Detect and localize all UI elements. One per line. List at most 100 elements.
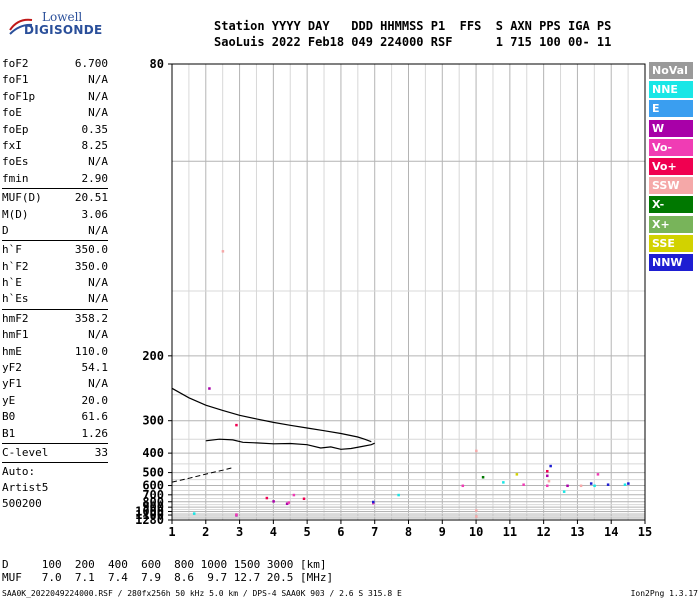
scattered-echo-point <box>461 484 465 488</box>
param-label: D <box>2 223 9 237</box>
param-label: C-level <box>2 445 49 459</box>
param-row: yF1 N/A <box>2 376 108 392</box>
param-row: D N/A <box>2 223 108 239</box>
param-row: foF1p N/A <box>2 89 108 105</box>
legend-item-x-: X+ <box>649 215 693 233</box>
divider <box>2 240 108 242</box>
ionogram-chart: 1 2 3 4 5 6 7 8 9 10 11 12 13 14 158020030040050060070… <box>135 57 652 539</box>
divider <box>2 308 108 310</box>
param-value: N/A <box>88 377 108 391</box>
muf-row: MUF 7.0 7.1 7.4 7.9 8.6 9.7 12.7 20.5 [M… <box>2 571 334 584</box>
scattered-echo-point <box>481 475 485 479</box>
parameter-panel: foF2 6.700 foF1 N/A foF1p N/A foE N/A foEp 0.35 fx… <box>2 56 108 512</box>
param-label: yF2 <box>2 361 22 375</box>
legend-item-vo-: Vo+ <box>649 157 693 175</box>
extrapolated-trace <box>171 467 233 483</box>
param-value: 3.06 <box>81 207 109 221</box>
param-row: h`Es N/A <box>2 291 108 307</box>
param-row: h`F 350.0 <box>2 242 108 258</box>
param-row: yF2 54.1 <box>2 360 108 376</box>
scattered-echo-point <box>515 473 519 476</box>
param-row: hmF1 N/A <box>2 327 108 343</box>
param-value: N/A <box>88 328 108 342</box>
param-row: h`E N/A <box>2 275 108 291</box>
param-value: N/A <box>88 106 108 120</box>
divider <box>2 462 108 464</box>
scattered-echo-point <box>302 497 306 501</box>
x-tick-label: 7 <box>371 525 378 539</box>
param-label: yE <box>2 393 16 407</box>
scattered-echo-point <box>235 423 238 427</box>
param-value: 2.90 <box>81 171 109 185</box>
scattered-echo-point <box>397 493 400 497</box>
param-row: B1 1.26 <box>2 426 108 442</box>
param-value: 20.51 <box>74 191 108 205</box>
param-label: foEs <box>2 155 29 169</box>
param-label: h`F2 <box>2 259 29 273</box>
legend-item-nne: NNE <box>649 81 693 99</box>
scattered-echo-point <box>562 490 566 493</box>
param-row: foF1 N/A <box>2 72 108 88</box>
x-tick-label: 8 <box>405 525 412 539</box>
y-tick-label: 1100 <box>135 508 164 522</box>
param-value: N/A <box>88 89 108 103</box>
x-tick-label: 5 <box>304 525 311 539</box>
param-value: 110.0 <box>74 344 108 358</box>
param-row: yE 20.0 <box>2 393 108 409</box>
param-row: M(D) 3.06 <box>2 207 108 223</box>
param-value: 0.35 <box>81 122 109 136</box>
param-label: fmin <box>2 171 29 185</box>
y-tick-label: 1280 <box>135 513 164 527</box>
param-value: 8.25 <box>81 138 109 152</box>
scattered-echo-point <box>475 515 478 518</box>
param-value: 33 <box>94 445 108 459</box>
y-tick-label: 200 <box>142 349 164 363</box>
param-value: 350.0 <box>74 259 108 273</box>
x-tick-label: 3 <box>236 525 243 539</box>
param-value: N/A <box>88 276 108 290</box>
scattered-echo-point <box>589 482 593 485</box>
x-tick-label: 14 <box>604 525 618 539</box>
x-tick-label: 6 <box>337 525 344 539</box>
y-tick-label: 500 <box>142 466 164 480</box>
scattered-echo-point <box>285 502 289 506</box>
param-label: foF2 <box>2 57 29 70</box>
legend-item-nnw: NNW <box>649 253 693 271</box>
scattered-echo-point <box>272 500 275 503</box>
legend-item-noval: NoVal <box>649 62 693 79</box>
param-row: MUF(D) 20.51 <box>2 190 108 206</box>
x-tick-label: 13 <box>570 525 584 539</box>
y-tick-label: 400 <box>142 446 164 460</box>
y-tick-label: 600 <box>142 479 164 493</box>
scattered-echo-point <box>596 473 600 476</box>
param-row: hmF2 358.2 <box>2 311 108 327</box>
x-tick-label: 4 <box>270 525 277 539</box>
scattered-echo-point <box>627 482 630 485</box>
param-row: fmin 2.90 <box>2 171 108 187</box>
scattered-echo-point <box>579 484 583 488</box>
param-row: foE N/A <box>2 105 108 121</box>
auto-scaler-code: 500200 <box>2 497 42 511</box>
y-tick-label: 800 <box>142 495 164 509</box>
footer: SAA0K_2022049224000.RSF / 280fx256h 50 k… <box>2 589 698 598</box>
legend-item-sse: SSE <box>649 234 693 252</box>
auto-scaler-name: Artist5 <box>2 481 49 495</box>
x-tick-label: 1 <box>168 525 175 539</box>
param-label: h`Es <box>2 292 29 306</box>
param-value: N/A <box>88 223 108 237</box>
param-label: h`F <box>2 243 22 257</box>
legend-item-vo-: Vo- <box>649 138 693 156</box>
scattered-echo-point <box>546 469 549 473</box>
scattered-echo-point <box>623 483 627 486</box>
param-label: hmF2 <box>2 311 29 325</box>
param-label: hmE <box>2 344 22 358</box>
param-value: 350.0 <box>74 243 108 257</box>
param-row: fxI 8.25 <box>2 138 108 154</box>
x-tick-label: 12 <box>536 525 550 539</box>
param-label: foF1p <box>2 89 36 103</box>
muf-distance-table: D 100 200 400 600 800 1000 1500 3000 [km… <box>2 558 333 584</box>
param-group-frequencies: foF2 6.700 foF1 N/A foF1p N/A foE N/A foEp 0.35 fx… <box>2 56 108 187</box>
scattered-echo-point <box>546 484 549 488</box>
param-label: foEp <box>2 122 29 136</box>
scattered-echo-point <box>192 512 196 515</box>
